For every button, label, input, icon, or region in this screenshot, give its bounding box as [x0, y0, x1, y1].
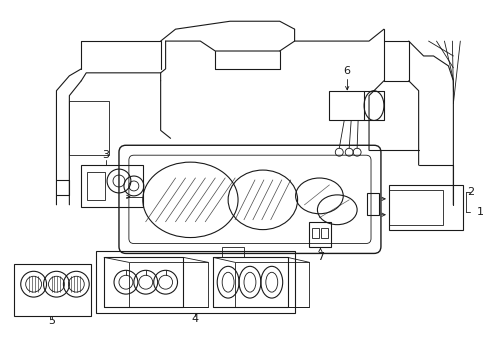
Bar: [366, 193, 378, 215]
Text: 5: 5: [48, 316, 55, 326]
Text: 4: 4: [191, 314, 199, 324]
Bar: [96, 251, 294, 313]
Bar: [14, 264, 91, 316]
Bar: [213, 257, 287, 307]
Bar: [222, 247, 244, 257]
Bar: [309, 222, 331, 247]
Bar: [312, 228, 319, 238]
Bar: [87, 172, 105, 200]
Text: 1: 1: [476, 207, 483, 217]
Bar: [69, 100, 109, 155]
Bar: [129, 262, 208, 307]
Bar: [328, 91, 364, 121]
Bar: [388, 190, 443, 225]
Bar: [388, 185, 462, 230]
Bar: [81, 165, 142, 207]
Bar: [321, 228, 327, 238]
Bar: [235, 262, 309, 307]
Text: 3: 3: [102, 150, 109, 160]
Text: 7: 7: [316, 252, 324, 262]
Bar: [104, 257, 183, 307]
Text: 2: 2: [466, 187, 473, 197]
Text: 6: 6: [343, 66, 350, 76]
